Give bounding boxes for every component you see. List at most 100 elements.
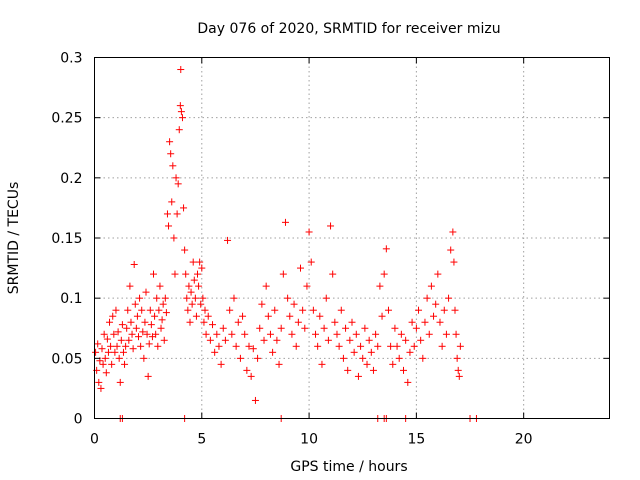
data-point xyxy=(117,336,125,344)
data-point xyxy=(427,282,435,290)
data-point xyxy=(277,324,285,332)
data-point xyxy=(449,228,457,236)
data-point xyxy=(402,336,410,344)
data-point xyxy=(442,330,450,338)
data-point xyxy=(350,348,358,356)
data-point xyxy=(192,312,200,320)
data-point xyxy=(453,354,461,362)
data-point xyxy=(114,328,122,336)
data-point xyxy=(421,318,429,326)
data-point xyxy=(201,306,209,314)
data-point xyxy=(329,270,337,278)
data-point xyxy=(387,342,395,350)
data-point xyxy=(436,318,444,326)
data-point xyxy=(197,300,205,308)
data-point xyxy=(378,312,386,320)
data-point xyxy=(432,300,440,308)
data-point xyxy=(188,300,196,308)
data-point xyxy=(430,312,438,320)
data-point xyxy=(262,282,270,290)
data-point xyxy=(98,345,106,353)
data-point xyxy=(136,294,144,302)
y-tick-label: 0 xyxy=(74,412,83,428)
data-point xyxy=(145,340,153,348)
x-tick-label: 10 xyxy=(300,432,318,448)
data-point xyxy=(354,372,362,380)
data-point xyxy=(352,330,360,338)
data-point xyxy=(425,330,433,338)
data-point xyxy=(206,336,214,344)
data-point xyxy=(181,246,189,254)
data-point xyxy=(115,354,123,362)
data-point xyxy=(99,360,107,368)
data-point xyxy=(419,354,427,362)
y-tick-label: 0.05 xyxy=(51,351,82,367)
data-point xyxy=(279,270,287,278)
data-point xyxy=(264,312,272,320)
data-point xyxy=(346,336,354,344)
data-point xyxy=(133,312,141,320)
data-point xyxy=(109,312,117,320)
data-point xyxy=(294,318,302,326)
data-point xyxy=(382,245,390,253)
data-point xyxy=(112,306,120,314)
data-point xyxy=(168,198,176,206)
data-point xyxy=(400,366,407,374)
data-point xyxy=(254,354,262,362)
data-point xyxy=(299,306,307,314)
data-point xyxy=(269,348,277,356)
data-point xyxy=(271,306,279,314)
data-point xyxy=(221,336,229,344)
data-point xyxy=(348,318,356,326)
data-point xyxy=(251,396,259,404)
data-point xyxy=(423,294,431,302)
data-point xyxy=(384,306,392,314)
data-point xyxy=(102,369,110,377)
x-tick-label: 0 xyxy=(90,432,99,448)
data-point xyxy=(100,330,108,338)
data-point xyxy=(166,138,174,146)
data-point xyxy=(101,354,109,362)
data-point xyxy=(177,108,185,116)
data-point xyxy=(305,228,313,236)
data-point xyxy=(104,348,112,356)
data-point xyxy=(173,210,181,218)
data-point xyxy=(365,336,373,344)
data-point xyxy=(128,330,136,338)
data-point xyxy=(266,330,274,338)
data-point xyxy=(113,342,121,350)
data-point xyxy=(132,324,140,332)
data-point xyxy=(161,294,169,302)
data-point xyxy=(154,342,162,350)
data-point xyxy=(322,294,330,302)
data-point xyxy=(130,260,138,268)
data-point xyxy=(211,348,219,356)
data-point xyxy=(397,330,405,338)
data-point xyxy=(167,150,175,158)
data-point xyxy=(111,348,119,356)
data-point xyxy=(219,324,227,332)
data-point xyxy=(140,354,148,362)
data-point xyxy=(316,312,324,320)
data-point xyxy=(186,318,194,326)
data-point xyxy=(363,360,371,368)
data-point xyxy=(160,336,168,344)
data-point xyxy=(247,372,255,380)
data-point xyxy=(307,258,315,266)
data-point xyxy=(138,306,146,314)
data-point xyxy=(324,336,332,344)
data-point xyxy=(116,378,124,386)
data-point xyxy=(147,321,155,329)
data-point xyxy=(209,321,217,329)
data-point xyxy=(327,222,335,230)
data-point xyxy=(184,306,192,314)
data-point xyxy=(256,324,264,332)
data-point xyxy=(339,354,347,362)
data-point xyxy=(406,348,414,356)
data-point xyxy=(150,270,158,278)
data-point xyxy=(320,324,328,332)
data-point xyxy=(243,366,251,374)
data-point xyxy=(447,246,455,254)
x-axis-label: GPS time / hours xyxy=(290,459,407,475)
